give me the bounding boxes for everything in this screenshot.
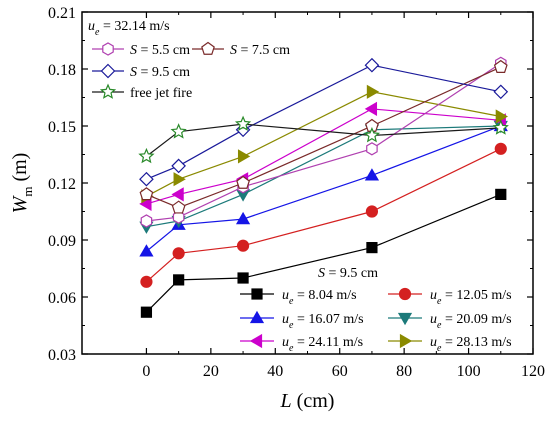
y-tick-label: 0.18 xyxy=(48,62,76,79)
data-point-u2813 xyxy=(173,172,186,187)
x-tick-label: 0 xyxy=(142,363,150,380)
series-s95 xyxy=(139,57,509,187)
x-tick-label: 120 xyxy=(521,363,545,380)
data-point-u2411 xyxy=(171,187,184,202)
data-point-u804 xyxy=(140,306,153,318)
data-point-free xyxy=(234,115,252,131)
series-line-u1205 xyxy=(146,148,502,283)
data-point-s75 xyxy=(139,187,154,201)
series-u1607 xyxy=(139,118,508,257)
data-point-u804 xyxy=(173,274,185,286)
data-point-s95 xyxy=(171,158,186,174)
legend-label: ue = 16.07 m/s xyxy=(282,312,364,331)
legend-label: S = 5.5 cm xyxy=(130,43,190,58)
series-line-free xyxy=(146,123,501,157)
series-line-s55 xyxy=(146,62,502,222)
legend-top-left: ue = 32.14 m/s S = 5.5 cm S = 7.5 cm S = 9.… xyxy=(88,19,290,101)
series-line-u2813 xyxy=(146,91,501,197)
data-point-free xyxy=(363,126,381,143)
series-u2813 xyxy=(141,84,508,204)
data-point-u2813 xyxy=(495,109,508,124)
legend-marker-u1205 xyxy=(398,287,412,301)
legend-marker-u2009 xyxy=(397,312,413,326)
data-point-u1607 xyxy=(235,211,251,225)
data-point-u804 xyxy=(366,242,378,254)
series-u804 xyxy=(140,188,507,318)
data-point-free xyxy=(492,119,509,135)
legend-marker-u2813 xyxy=(399,333,413,349)
x-tick-label: 100 xyxy=(457,363,481,380)
data-point-s55 xyxy=(140,214,153,228)
data-point-u804 xyxy=(495,188,507,200)
x-tick-label: 60 xyxy=(332,363,348,380)
legend-label: free jet fire xyxy=(130,86,192,101)
legend-marker-u2411 xyxy=(249,333,263,349)
legend-label: ue = 20.09 m/s xyxy=(430,312,512,331)
data-point-u1205 xyxy=(172,247,185,260)
x-tick-label: 80 xyxy=(396,363,412,380)
legend-marker-s95 xyxy=(100,63,116,79)
legend-label: S = 7.5 cm xyxy=(230,43,290,58)
legend-marker-s55 xyxy=(102,42,114,56)
data-point-s55 xyxy=(366,142,378,156)
data-point-free xyxy=(138,147,155,164)
y-tick-label: 0.03 xyxy=(48,347,76,364)
data-point-u804 xyxy=(237,272,249,284)
y-axis-title: Wm (m) xyxy=(9,153,35,214)
data-point-s75 xyxy=(171,200,186,214)
axis-ticks: 0 20 40 60 80 100 120 0.03 0.06 0.09 0.12 0.15 0.18 0… xyxy=(48,5,545,380)
series-line-u2009 xyxy=(146,125,501,228)
legend-marker-s75 xyxy=(201,41,215,55)
x-axis-title: L (cm) xyxy=(280,390,335,412)
legend-marker-u1607 xyxy=(249,310,265,324)
data-point-s75 xyxy=(493,59,508,73)
data-point-u2813 xyxy=(366,84,380,99)
series-u2009 xyxy=(139,120,508,234)
x-tick-label: 20 xyxy=(203,363,219,380)
data-point-u1205 xyxy=(494,142,507,155)
series-u1205 xyxy=(140,142,507,288)
series-layer xyxy=(138,56,509,318)
legend-label: ue = 24.11 m/s xyxy=(282,335,363,354)
data-point-s95 xyxy=(493,84,509,100)
series-s75 xyxy=(139,59,508,214)
data-point-u1205 xyxy=(140,275,153,288)
legend-label: ue = 28.13 m/s xyxy=(430,335,512,354)
y-tick-label: 0.21 xyxy=(48,5,76,22)
axis-titles: L (cm) Wm (m) xyxy=(9,153,334,412)
legend-bottom-right: S = 9.5 cm ue = 8.04 m/s ue = 12.05 m/s ue … xyxy=(240,266,512,354)
data-point-free xyxy=(170,123,187,139)
y-tick-label: 0.06 xyxy=(48,290,76,307)
series-line-u1607 xyxy=(146,125,502,252)
legend-marker-u804 xyxy=(251,288,263,300)
legend-label: ue = 32.14 m/s xyxy=(88,19,170,38)
series-line-s95 xyxy=(146,64,501,180)
data-point-u1205 xyxy=(365,205,379,218)
x-tick-label: 40 xyxy=(267,363,283,380)
series-line-s75 xyxy=(146,66,502,209)
legend-label: ue = 12.05 m/s xyxy=(430,288,512,307)
data-point-u2813 xyxy=(237,149,251,164)
data-point-s95 xyxy=(139,171,154,187)
legend-layer: ue = 32.14 m/s S = 5.5 cm S = 7.5 cm S = 9.… xyxy=(88,19,512,354)
y-tick-label: 0.15 xyxy=(48,119,76,136)
data-point-u2411 xyxy=(364,101,378,116)
legend-marker-free xyxy=(99,83,117,99)
series-line-u2411 xyxy=(146,108,501,205)
data-point-u1607 xyxy=(139,244,154,257)
data-point-u1205 xyxy=(236,239,250,252)
y-tick-label: 0.09 xyxy=(48,233,76,250)
legend-label: ue = 8.04 m/s xyxy=(282,288,357,307)
y-tick-label: 0.12 xyxy=(48,176,76,193)
legend-label: S = 9.5 cm xyxy=(318,266,378,281)
data-point-s75 xyxy=(236,175,250,189)
data-point-s95 xyxy=(364,57,380,73)
legend-label: S = 9.5 cm xyxy=(130,65,190,80)
series-free xyxy=(138,115,509,164)
data-point-u1607 xyxy=(364,168,380,181)
